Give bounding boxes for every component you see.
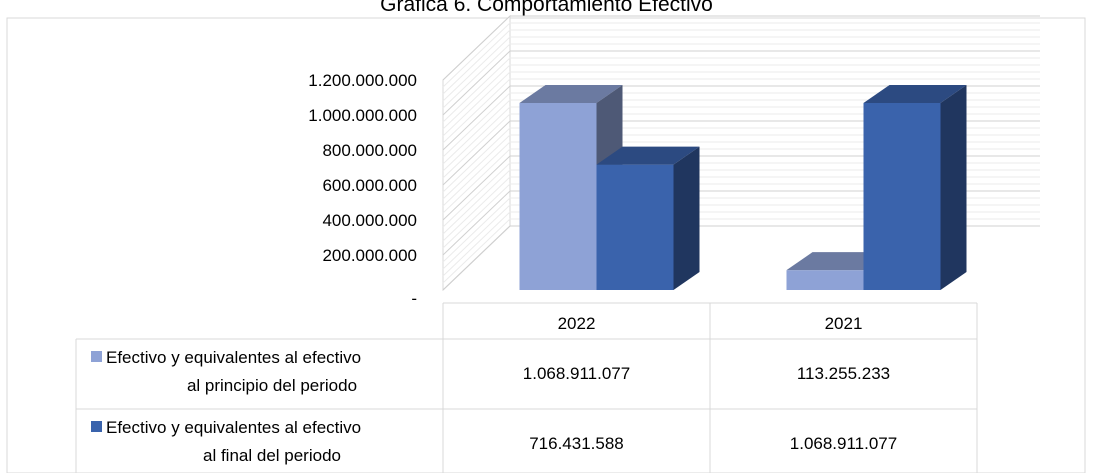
gridline-minor bbox=[442, 211, 1040, 277]
y-axis: - 200.000.000 400.000.000 600.000.000 800.00… bbox=[308, 71, 417, 308]
y-tick-label: 1.000.000.000 bbox=[308, 106, 417, 125]
gridline-minor bbox=[442, 36, 1040, 102]
gridline-minor bbox=[442, 176, 1040, 242]
y-tick-label: 1.200.000.000 bbox=[308, 71, 417, 90]
gridline-minor bbox=[442, 204, 1040, 270]
bar-top bbox=[596, 146, 700, 165]
gridline-minor bbox=[442, 22, 1040, 88]
bar-top bbox=[863, 84, 967, 103]
gridline-major bbox=[442, 120, 1040, 186]
gridline-minor bbox=[442, 106, 1040, 172]
y-tick-label: 200.000.000 bbox=[322, 246, 417, 265]
legend-label: al principio del periodo bbox=[187, 376, 357, 395]
bar-front bbox=[519, 102, 597, 291]
gridline-minor bbox=[442, 99, 1040, 165]
gridline-minor bbox=[442, 71, 1040, 137]
bar-2022-series-2 bbox=[596, 146, 700, 290]
gridline-minor bbox=[442, 64, 1040, 130]
table-value-cell: 113.255.233 bbox=[797, 364, 890, 383]
bar-top bbox=[519, 84, 623, 103]
chart-title: Gráfica 6. Comportamiento Efectivo bbox=[380, 0, 713, 16]
gridline-major bbox=[442, 85, 1040, 151]
plot-border bbox=[6, 17, 1086, 473]
table-value-cell: 716.431.588 bbox=[529, 434, 624, 453]
legend-key bbox=[91, 421, 102, 432]
gridline-minor bbox=[442, 162, 1040, 228]
gridline-minor bbox=[442, 148, 1040, 214]
y-tick-label: 800.000.000 bbox=[322, 141, 417, 160]
gridline-minor bbox=[442, 197, 1040, 263]
table-value-cell: 1.068.911.077 bbox=[523, 364, 630, 383]
legend-label: Efectivo y equivalentes al efectivo bbox=[106, 418, 361, 437]
gridline-minor bbox=[442, 57, 1040, 123]
legend-label: al final del periodo bbox=[203, 446, 341, 465]
gridline-major bbox=[442, 190, 1040, 256]
y-tick-label: 400.000.000 bbox=[322, 211, 417, 230]
bar-side bbox=[940, 84, 967, 291]
bar-front bbox=[786, 270, 864, 290]
gridline-minor bbox=[442, 113, 1040, 179]
table-header-cell: 2022 bbox=[558, 314, 596, 333]
bar-2022-series-1 bbox=[519, 84, 623, 291]
floor-edge bbox=[442, 225, 511, 291]
gridline-major bbox=[442, 50, 1040, 116]
y-tick-label: - bbox=[411, 289, 417, 308]
bars bbox=[519, 84, 967, 291]
gridline-major bbox=[442, 155, 1040, 221]
legend-key bbox=[91, 351, 102, 362]
bar-2021-series-2 bbox=[863, 84, 967, 291]
data-table: 2022 2021 Efectivo y equivalentes al efect… bbox=[75, 302, 978, 473]
y-tick-label: 600.000.000 bbox=[322, 176, 417, 195]
gridlines bbox=[442, 15, 1040, 291]
gridline-minor bbox=[442, 141, 1040, 207]
gridline-minor bbox=[442, 218, 1040, 284]
gridline-minor bbox=[442, 29, 1040, 95]
gridline-minor bbox=[442, 78, 1040, 144]
gridline-minor bbox=[442, 183, 1040, 249]
table-value-cell: 1.068.911.077 bbox=[790, 434, 897, 453]
gridline-minor bbox=[442, 127, 1040, 193]
bar-front bbox=[596, 164, 674, 290]
table-header-cell: 2021 bbox=[825, 314, 863, 333]
gridline-major bbox=[442, 15, 1040, 81]
gridline-minor bbox=[442, 134, 1040, 200]
bar-front bbox=[863, 102, 941, 291]
gridline-minor bbox=[442, 92, 1040, 158]
gridline-minor bbox=[442, 43, 1040, 109]
gridline-minor bbox=[442, 169, 1040, 235]
legend-label: Efectivo y equivalentes al efectivo bbox=[106, 348, 361, 367]
bar-side bbox=[673, 146, 700, 290]
